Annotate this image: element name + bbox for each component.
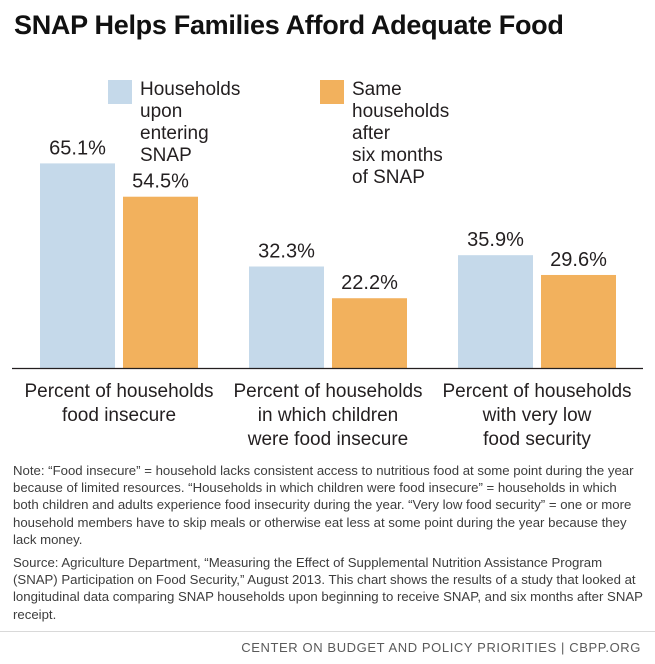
legend-label-series-1: Households upon entering SNAP: [140, 79, 241, 166]
category-label-3: Percent of households with very low food s…: [442, 381, 631, 450]
source-text: Source: Agriculture Department, “Measuri…: [13, 555, 643, 622]
bar-series-1-category-1: [40, 163, 115, 368]
footer-divider: [0, 631, 655, 632]
chart-title: SNAP Helps Families Afford Adequate Food: [14, 10, 564, 40]
legend-swatch-series-1: [108, 80, 132, 104]
value-label-series-1-category-1: 65.1%: [49, 137, 106, 159]
bar-series-2-category-3: [541, 274, 616, 368]
bar-series-2-category-2: [332, 298, 407, 368]
bar-series-2-category-1: [123, 196, 198, 368]
category-label-1: Percent of households food insecure: [24, 381, 213, 426]
bar-series-1-category-3: [458, 255, 533, 368]
legend-label-series-2: Same households after six months of SNAP: [352, 79, 450, 188]
category-label-2: Percent of households in which children we…: [233, 381, 422, 450]
bar-series-1-category-2: [249, 266, 324, 368]
footer-credit: CENTER ON BUDGET AND POLICY PRIORITIES |…: [241, 640, 641, 655]
chart-notes: Note: “Food insecure” = household lacks …: [13, 462, 643, 629]
legend-swatch-series-2: [320, 80, 344, 104]
value-label-series-2-category-3: 29.6%: [550, 249, 607, 271]
value-label-series-1-category-3: 35.9%: [467, 229, 524, 251]
note-text: Note: “Food insecure” = household lacks …: [13, 463, 634, 547]
value-label-series-2-category-1: 54.5%: [132, 171, 189, 193]
value-label-series-2-category-2: 22.2%: [341, 272, 398, 294]
value-label-series-1-category-2: 32.3%: [258, 240, 315, 262]
bar-chart: 65.1% 54.5% Percent of households food inse…: [12, 137, 643, 450]
